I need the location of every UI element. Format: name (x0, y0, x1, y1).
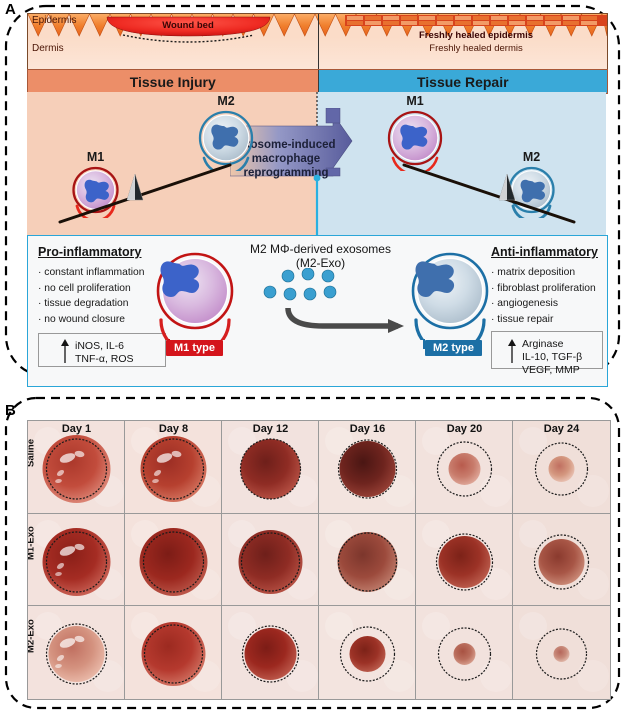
svg-text:Wound bed: Wound bed (162, 20, 214, 31)
